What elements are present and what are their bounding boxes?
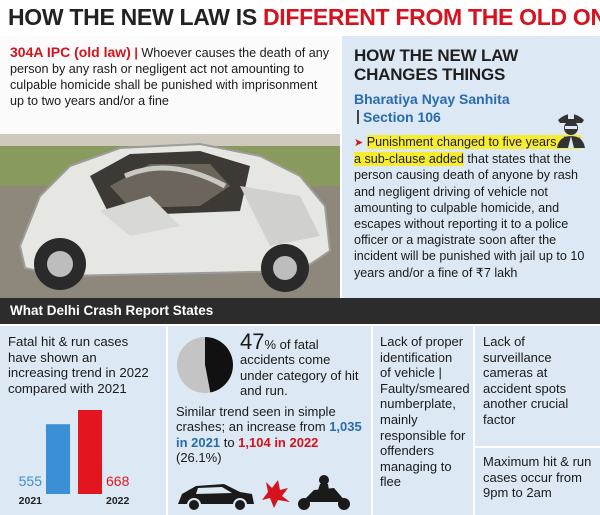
new-law-title: HOW THE NEW LAW CHANGES THINGS	[354, 46, 590, 84]
bar-value-label-2022: 668	[106, 473, 130, 489]
trend-text: Fatal hit & run cases have shown an incr…	[8, 334, 149, 396]
car-crash-icon	[178, 475, 352, 512]
new-law-sub-part2: Section 106	[363, 109, 441, 125]
pie-slice-hit-and-run	[205, 337, 234, 393]
new-law-title-line1: HOW THE NEW LAW	[354, 46, 519, 65]
surveillance-panel: Lack of surveillance cameras at accident…	[475, 326, 600, 446]
bar-year-label-2022: 2022	[106, 495, 130, 507]
new-law-text: that states that the person causing deat…	[354, 152, 585, 280]
share-pie-chart	[177, 337, 234, 393]
new-law-panel: HOW THE NEW LAW CHANGES THINGS Bharatiya…	[342, 36, 600, 298]
bar-2022	[78, 410, 102, 494]
headline: HOW THE NEW LAW IS DIFFERENT FROM THE OL…	[0, 0, 600, 34]
share-panel: 47% of fatal accidents come under catego…	[168, 326, 371, 515]
simple-crash-trend: Similar trend seen in simple crashes; an…	[176, 404, 366, 466]
old-law-text: Whoever causes the death of any person b…	[10, 46, 329, 108]
old-law-separator: |	[134, 46, 138, 60]
hit-and-run-bar-chart: 555 2021 668 2022	[19, 410, 130, 507]
new-law-subtitle: Bharatiya Nyay Sanhita Section 106	[354, 90, 524, 126]
trend-panel: Fatal hit & run cases have shown an incr…	[0, 326, 166, 515]
share-lead: 47% of fatal accidents come under catego…	[240, 331, 364, 399]
timing-panel: Maximum hit & run cases occur from 9pm t…	[475, 448, 600, 515]
new-law-sub-part1: Bharatiya Nyay Sanhita	[354, 91, 510, 107]
old-law-tag: 304A IPC (old law)	[10, 44, 131, 60]
trend-to: to	[220, 434, 239, 450]
headline-part1: HOW THE NEW LAW IS	[8, 4, 263, 30]
pie-slice-other	[177, 337, 211, 393]
bar-year-label-2021: 2021	[19, 495, 43, 507]
old-law-box: 304A IPC (old law) | Whoever causes the …	[0, 36, 340, 134]
new-law-title-line2: CHANGES THINGS	[354, 65, 506, 84]
share-text: % of fatal accidents come under category…	[240, 337, 359, 399]
share-percent: 47	[240, 329, 265, 354]
bar-value-label-2021: 555	[19, 473, 43, 489]
headline-part2: DIFFERENT FROM THE OLD ONE	[262, 4, 600, 30]
subtitle-divider	[357, 110, 359, 124]
count-2022: 1,104 in 2022	[238, 434, 319, 450]
bar-2021	[46, 424, 70, 494]
trend-text-a: Similar trend seen in simple crashes; an…	[176, 404, 336, 435]
trend-text-b: (26.1%)	[176, 450, 222, 466]
report-heading: What Delhi Crash Report States	[0, 298, 600, 324]
police-officer-icon	[557, 114, 585, 148]
arrow-icon: ➤	[354, 137, 364, 149]
new-law-body: ➤ Punishment changed to five years, but …	[354, 134, 590, 281]
identification-panel: Lack of proper identification of vehicle…	[373, 326, 473, 515]
count-2021: 1,035 in 2021	[176, 419, 362, 450]
